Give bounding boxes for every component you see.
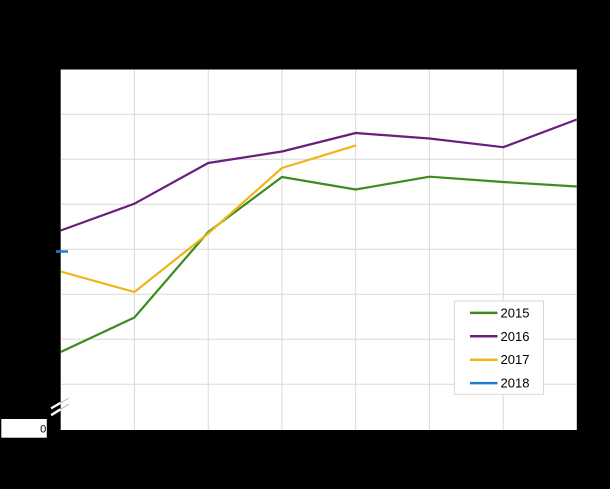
svg-text:2018: 2018: [501, 376, 530, 391]
svg-text:2016: 2016: [501, 329, 530, 344]
svg-text:0: 0: [40, 424, 46, 436]
svg-text:2017: 2017: [501, 352, 530, 367]
svg-text:2015: 2015: [501, 305, 530, 320]
